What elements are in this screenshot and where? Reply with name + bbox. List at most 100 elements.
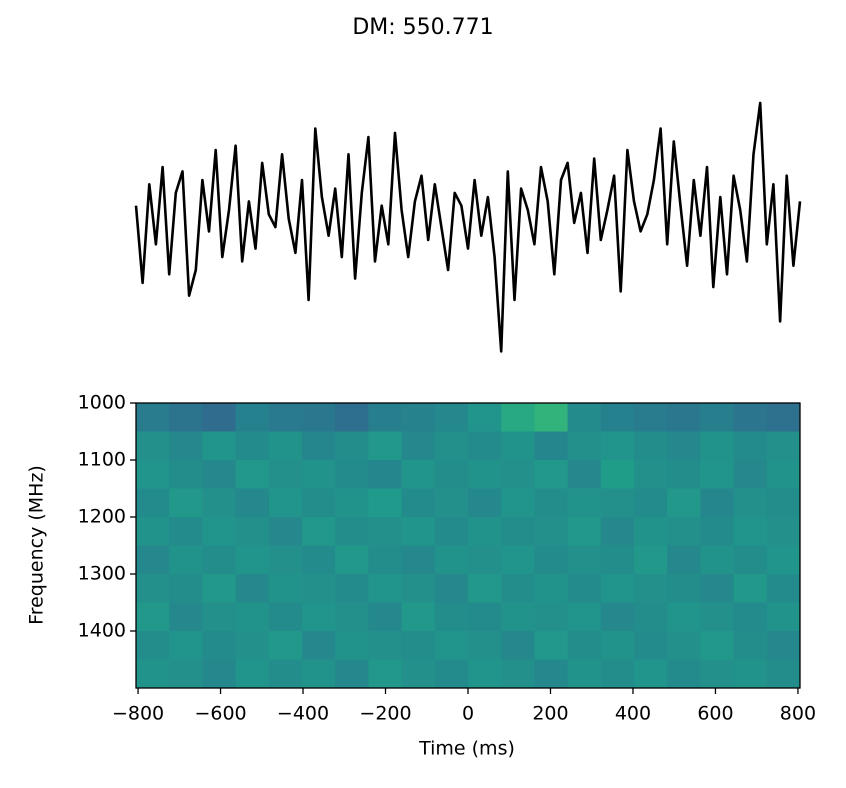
heatmap-cell xyxy=(468,517,502,546)
y-tick-label: 1100 xyxy=(78,449,126,471)
heatmap-cell xyxy=(700,431,735,461)
heatmap-cell xyxy=(335,517,369,546)
heatmap-cell xyxy=(368,659,403,689)
heatmap-cell xyxy=(202,460,237,489)
y-tick-label: 1000 xyxy=(78,392,126,414)
heatmap-cell xyxy=(766,602,801,632)
heatmap-cell xyxy=(667,403,701,432)
heatmap-cell xyxy=(434,631,469,660)
heatmap-cell xyxy=(302,659,336,689)
heatmap-cell xyxy=(634,460,668,489)
heatmap-cell xyxy=(169,431,203,461)
heatmap-cell xyxy=(302,545,336,575)
heatmap-cell xyxy=(766,403,801,432)
heatmap-cell xyxy=(501,659,535,689)
heatmap-cell xyxy=(733,517,768,546)
heatmap-cell xyxy=(169,517,203,546)
heatmap-cell xyxy=(468,602,502,632)
heatmap-cell xyxy=(733,602,768,632)
heatmap-cell xyxy=(401,488,436,518)
heatmap-cell xyxy=(434,659,469,689)
heatmap-cell xyxy=(136,631,170,660)
heatmap-cell xyxy=(600,602,635,632)
heatmap-cell xyxy=(202,403,237,432)
y-tick-label: 1300 xyxy=(78,563,126,585)
heatmap-cell xyxy=(766,659,801,689)
heatmap-cell xyxy=(169,574,203,603)
heatmap-cell xyxy=(534,545,569,575)
heatmap-cell xyxy=(335,574,369,603)
heatmap-cell xyxy=(335,602,369,632)
heatmap-cell xyxy=(634,403,668,432)
heatmap-cell xyxy=(634,659,668,689)
heatmap-cell xyxy=(700,631,735,660)
heatmap-cell xyxy=(368,602,403,632)
heatmap-cell xyxy=(434,403,469,432)
heatmap-cell xyxy=(401,403,436,432)
heatmap-cell xyxy=(700,460,735,489)
x-tick-label: 400 xyxy=(615,703,651,725)
heatmap-cell xyxy=(534,403,569,432)
heatmap-cell xyxy=(766,431,801,461)
heatmap-cell xyxy=(567,403,602,432)
heatmap-cell xyxy=(235,460,270,489)
heatmap-cell xyxy=(468,403,502,432)
signal-line xyxy=(134,101,802,353)
heatmap-cell xyxy=(600,517,635,546)
chart-title: DM: 550.771 xyxy=(352,15,493,40)
heatmap-cell xyxy=(302,460,336,489)
heatmap-cell xyxy=(700,602,735,632)
heatmap-cell xyxy=(169,659,203,689)
heatmap-cell xyxy=(434,517,469,546)
heatmap-cell xyxy=(501,602,535,632)
heatmap-cell xyxy=(468,431,502,461)
heatmap-cell xyxy=(700,545,735,575)
heatmap-cell xyxy=(700,488,735,518)
heatmap-cell xyxy=(202,517,237,546)
heatmap-cell xyxy=(634,517,668,546)
heatmap-cell xyxy=(600,460,635,489)
heatmap-cell xyxy=(235,488,270,518)
heatmap-cell xyxy=(634,631,668,660)
x-tick-label: 600 xyxy=(697,703,733,725)
heatmap-cell xyxy=(401,460,436,489)
heatmap-cell xyxy=(235,659,270,689)
heatmap-cell xyxy=(136,545,170,575)
heatmap-cell xyxy=(667,431,701,461)
heatmap-cell xyxy=(202,488,237,518)
heatmap-cell xyxy=(268,631,303,660)
heatmap-cell xyxy=(302,431,336,461)
heatmap-cell xyxy=(534,659,569,689)
heatmap-cell xyxy=(434,488,469,518)
heatmap-cell xyxy=(667,659,701,689)
heatmap-cell xyxy=(600,431,635,461)
heatmap-cell xyxy=(667,602,701,632)
x-tick-label: −600 xyxy=(194,703,246,725)
heatmap-cell xyxy=(634,602,668,632)
heatmap-cell xyxy=(567,631,602,660)
heatmap-cell xyxy=(401,631,436,660)
heatmap-cell xyxy=(600,545,635,575)
heatmap-cell xyxy=(567,488,602,518)
heatmap-cell xyxy=(700,574,735,603)
heatmap-cell xyxy=(434,460,469,489)
heatmap-cell xyxy=(733,659,768,689)
heatmap-cell xyxy=(434,545,469,575)
heatmap-cell xyxy=(766,517,801,546)
x-tick-label: −200 xyxy=(359,703,411,725)
heatmap-cell xyxy=(235,545,270,575)
heatmap-cell xyxy=(468,460,502,489)
heatmap-cell xyxy=(501,631,535,660)
heatmap-cell xyxy=(335,488,369,518)
heatmap-cell xyxy=(534,574,569,603)
heatmap-cell xyxy=(700,403,735,432)
heatmap-cell xyxy=(169,545,203,575)
heatmap-cell xyxy=(600,631,635,660)
heatmap-cell xyxy=(434,574,469,603)
heatmap-cell xyxy=(368,517,403,546)
heatmap-cell xyxy=(335,545,369,575)
heatmap-cell xyxy=(567,431,602,461)
heatmap-cell xyxy=(667,631,701,660)
x-tick-label: 800 xyxy=(780,703,816,725)
